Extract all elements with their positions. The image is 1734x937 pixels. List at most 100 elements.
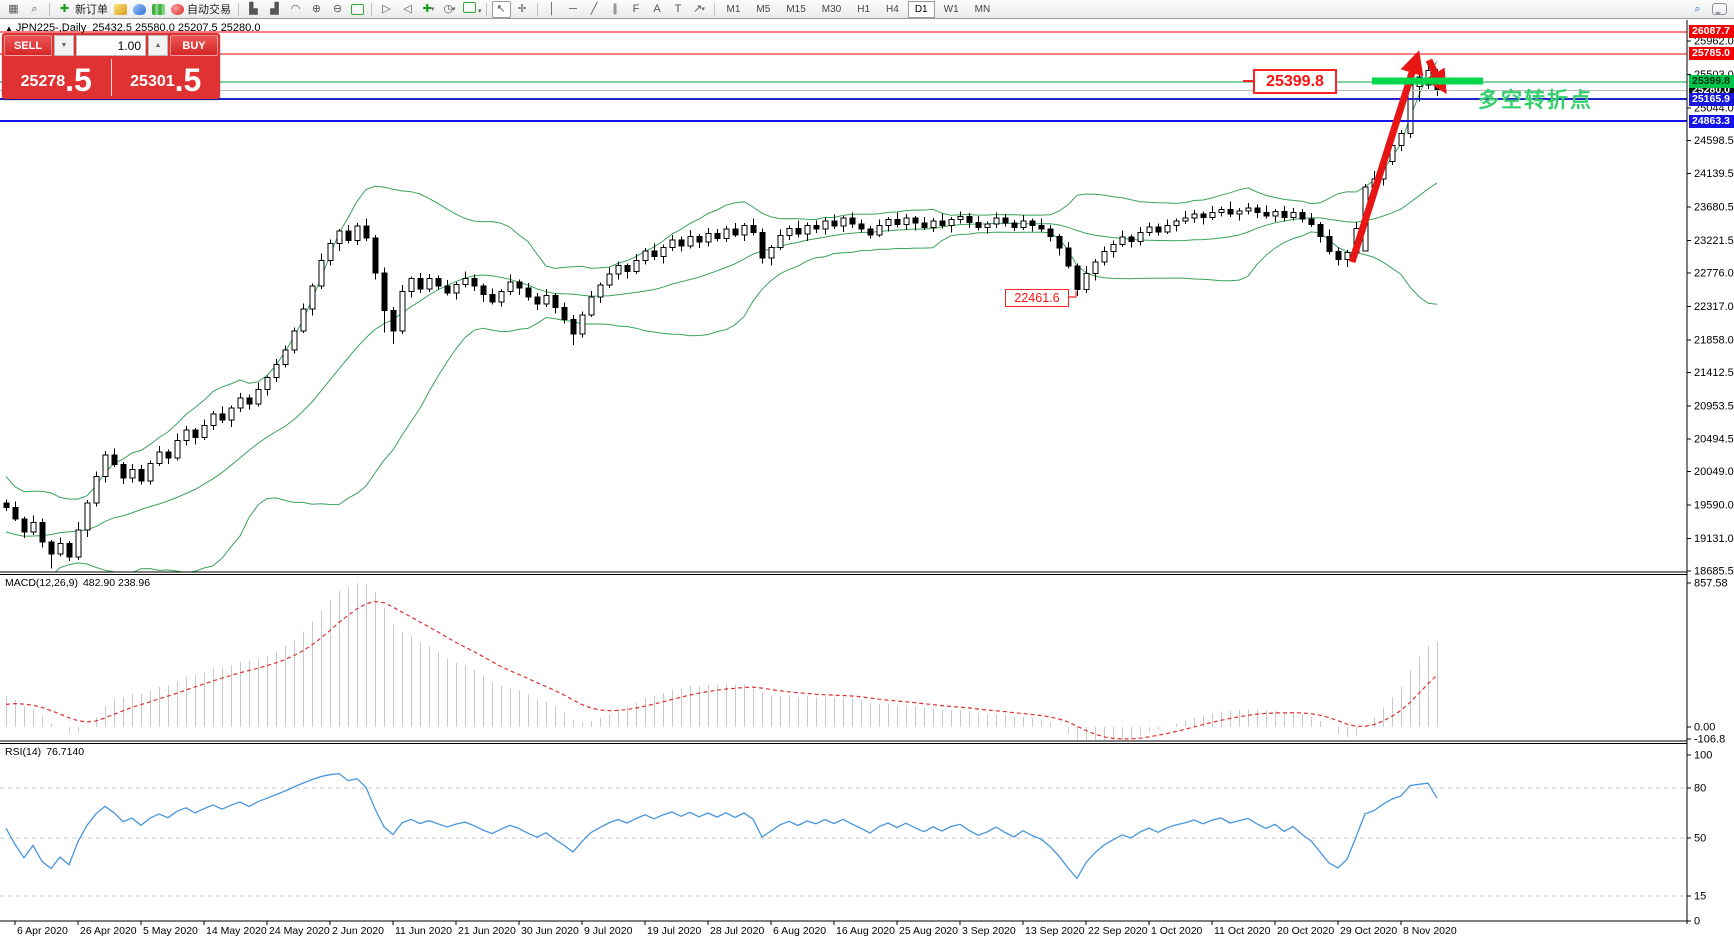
candle [723,225,730,243]
chart-shift-icon[interactable]: ◁ [403,2,412,15]
new-chart-icon[interactable]: ▦ [8,2,19,15]
candle [1155,223,1162,236]
level-price-callout[interactable]: 25399.8 [1253,69,1337,94]
buy-price[interactable]: 25301.5 [112,57,221,98]
rsi-tick-label: 0 [1694,916,1700,928]
sell-button[interactable]: SELL [4,35,52,56]
tile-windows-icon[interactable] [351,3,364,15]
date-tick-label: 6 Apr 2020 [17,925,68,937]
autotrading-icon[interactable] [171,3,184,15]
pullback-arrow[interactable] [1424,58,1447,95]
cursor-icon[interactable]: ↖ [491,0,511,18]
macd-window-label: MACD(12,26,9) 482.90 238.96 [5,577,155,589]
timeframe-button-d1[interactable]: D1 [907,0,935,18]
date-tick-label: 9 Jul 2020 [584,925,633,937]
indicators-icon[interactable]: ✚ ▾ [422,2,435,15]
candle [921,217,928,231]
zoom-out-icon[interactable]: ⊖ [332,2,343,15]
candle [435,275,442,290]
candle [129,463,136,483]
candle [408,276,415,298]
candle [12,501,19,522]
auto-scroll-icon[interactable]: ▷ [382,2,391,15]
volume-increase-button[interactable]: ▲ [148,35,168,56]
timeframe-button-m1[interactable]: M1 [726,3,741,15]
candle [300,303,307,334]
equidistant-channel-icon[interactable]: ∥ [612,2,618,15]
candle [165,449,172,464]
autotrading-label[interactable]: 自动交易 [187,4,231,16]
buy-button[interactable]: BUY [170,35,218,56]
price-tick-label: 24139.5 [1694,168,1734,180]
price-tick-label: 20494.5 [1694,434,1734,446]
candle [1326,229,1333,255]
timeframe-button-w1[interactable]: W1 [943,3,959,15]
new-order-icon[interactable]: ✚ [59,2,70,15]
candle [1299,209,1306,223]
text-label-icon[interactable]: T [674,2,682,15]
rsi-name: RSI(14) [5,746,42,758]
candle [1173,218,1180,232]
candle [633,254,640,274]
text-icon[interactable]: A [653,2,661,15]
dip-price-callout[interactable]: 22461.6 [1005,289,1069,307]
candle [246,394,253,410]
zoom-in-icon[interactable]: ⊕ [311,2,322,15]
candle [840,215,847,233]
volume-input[interactable] [76,35,146,56]
timeframe-button-m5[interactable]: M5 [756,3,771,15]
periods-icon[interactable]: ◷ ▾ [443,2,456,15]
date-tick-label: 20 Oct 2020 [1277,925,1334,937]
candle [66,540,73,562]
candle [57,537,64,557]
candle [1218,206,1225,217]
horizontal-line-icon[interactable]: ─ [569,2,577,15]
candle [687,229,694,249]
date-tick-label: 22 Sep 2020 [1088,925,1148,937]
candle [615,261,622,280]
candle [885,217,892,232]
templates-icon-group[interactable]: ▾ [460,2,482,16]
volume-decrease-button[interactable]: ▼ [54,35,74,56]
vertical-line-icon[interactable]: │ [548,2,556,15]
price-tick-label: 22317.0 [1694,301,1734,313]
toolbar-separator [238,2,239,16]
candle [228,405,235,427]
one-click-trading-panel: SELL ▼ ▲ BUY 25278.5 25301.5 [2,33,220,99]
dip-callout-leader [1067,291,1077,298]
turning-point-note[interactable]: 多空转折点 [1478,89,1593,112]
search-icon[interactable]: ⌕ [1694,2,1701,15]
candle [903,214,910,230]
timeframe-button-h4[interactable]: H4 [886,3,899,15]
candle [462,271,469,288]
candle [561,302,568,324]
arrows-icon[interactable]: ↗ ▾ [693,2,705,15]
candle [1083,265,1090,293]
timeframe-button-m30[interactable]: M30 [821,3,842,15]
timeframe-button-m15[interactable]: M15 [786,3,806,15]
signals-icon[interactable] [152,3,165,15]
timeframe-button-mn[interactable]: MN [974,3,991,15]
thick-level-segment[interactable] [1372,77,1483,85]
candle [498,288,505,307]
trendline-icon[interactable]: ╱ [590,2,598,15]
date-tick-label: 2 Jun 2020 [332,925,384,937]
sell-price[interactable]: 25278.5 [2,57,111,98]
new-order-label[interactable]: 新订单 [75,4,108,16]
bar-chart-icon[interactable]: ▙ [249,2,258,15]
navigator-icon[interactable] [133,3,146,15]
profiles-icon[interactable]: ⌕ [31,2,38,15]
timeframe-button-h1[interactable]: H1 [857,3,871,15]
up-trend-arrow[interactable] [1348,50,1424,264]
chat-icon[interactable] [1712,3,1727,15]
market-watch-icon[interactable] [114,3,127,15]
date-tick-label: 11 Jun 2020 [395,925,452,937]
date-axis[interactable]: 6 Apr 2020 26 Apr 2020 5 May 2020 14 May 20… [14,921,1457,937]
candlestick-chart-icon[interactable]: ▟ [270,2,279,15]
candle [1263,205,1270,219]
candle [984,221,991,234]
line-chart-icon[interactable]: ◠ [290,2,301,15]
crosshair-icon[interactable]: ✛ [517,2,527,15]
templates-icon[interactable] [463,2,476,13]
fibonacci-icon[interactable]: F [632,2,640,15]
